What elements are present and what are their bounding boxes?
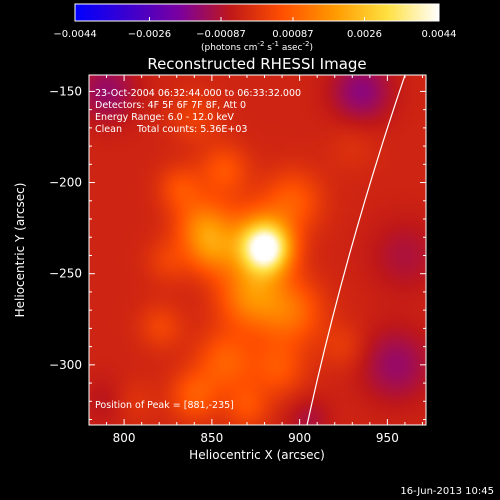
x-tick-label: 800 xyxy=(113,431,136,445)
heatmap-image xyxy=(89,75,426,425)
y-axis-label: Heliocentric Y (arcsec) xyxy=(13,183,27,318)
info-line-energy: Energy Range: 6.0 - 12.0 keV xyxy=(95,112,234,123)
timestamp: 16-Jun-2013 10:45 xyxy=(400,486,494,497)
y-tick-label: −250 xyxy=(49,267,82,281)
peak-position-label: Position of Peak = [881,-235] xyxy=(95,400,234,411)
plot-frame xyxy=(88,74,427,426)
x-axis-label: Heliocentric X (arcsec) xyxy=(189,448,325,462)
colorbar-unit-label: (photons cm-2 s-1 asec-2) xyxy=(201,40,313,53)
colorbar-tick-label: 0.0026 xyxy=(347,29,382,40)
x-tick-label: 850 xyxy=(200,431,223,445)
y-tick-label: −150 xyxy=(49,84,82,98)
x-tick-label: 950 xyxy=(376,431,399,445)
x-tick-label: 900 xyxy=(288,431,311,445)
colorbar-tick-label: 0.0044 xyxy=(422,29,457,40)
observation-info: 23-Oct-2004 06:32:44.000 to 06:33:32.000… xyxy=(95,88,301,135)
y-tick-label: −200 xyxy=(49,176,82,190)
colorbar xyxy=(74,3,440,22)
info-line-detectors: Detectors: 4F 5F 6F 7F 8F, Att 0 xyxy=(95,100,246,111)
solar-limb-line xyxy=(306,75,406,425)
info-line-time: 23-Oct-2004 06:32:44.000 to 06:33:32.000 xyxy=(95,88,301,99)
colorbar-tick-label: −0.0026 xyxy=(128,29,171,40)
axis-ticks: 800 850 900 950 −150 −200 −250 −300 xyxy=(49,75,426,445)
y-tick-label: −300 xyxy=(49,358,82,372)
chart-title: Reconstructed RHESSI Image xyxy=(147,55,366,73)
colorbar-ticks: −0.0044 −0.0026 −0.00087 0.00087 0.0026 0.004… xyxy=(53,17,457,40)
colorbar-tick-label: −0.0044 xyxy=(53,29,96,40)
info-line-counts: Clean Total counts: 5.36E+03 xyxy=(95,124,247,135)
colorbar-tick-label: −0.00087 xyxy=(196,29,246,40)
colorbar-tick-label: 0.00087 xyxy=(272,29,313,40)
